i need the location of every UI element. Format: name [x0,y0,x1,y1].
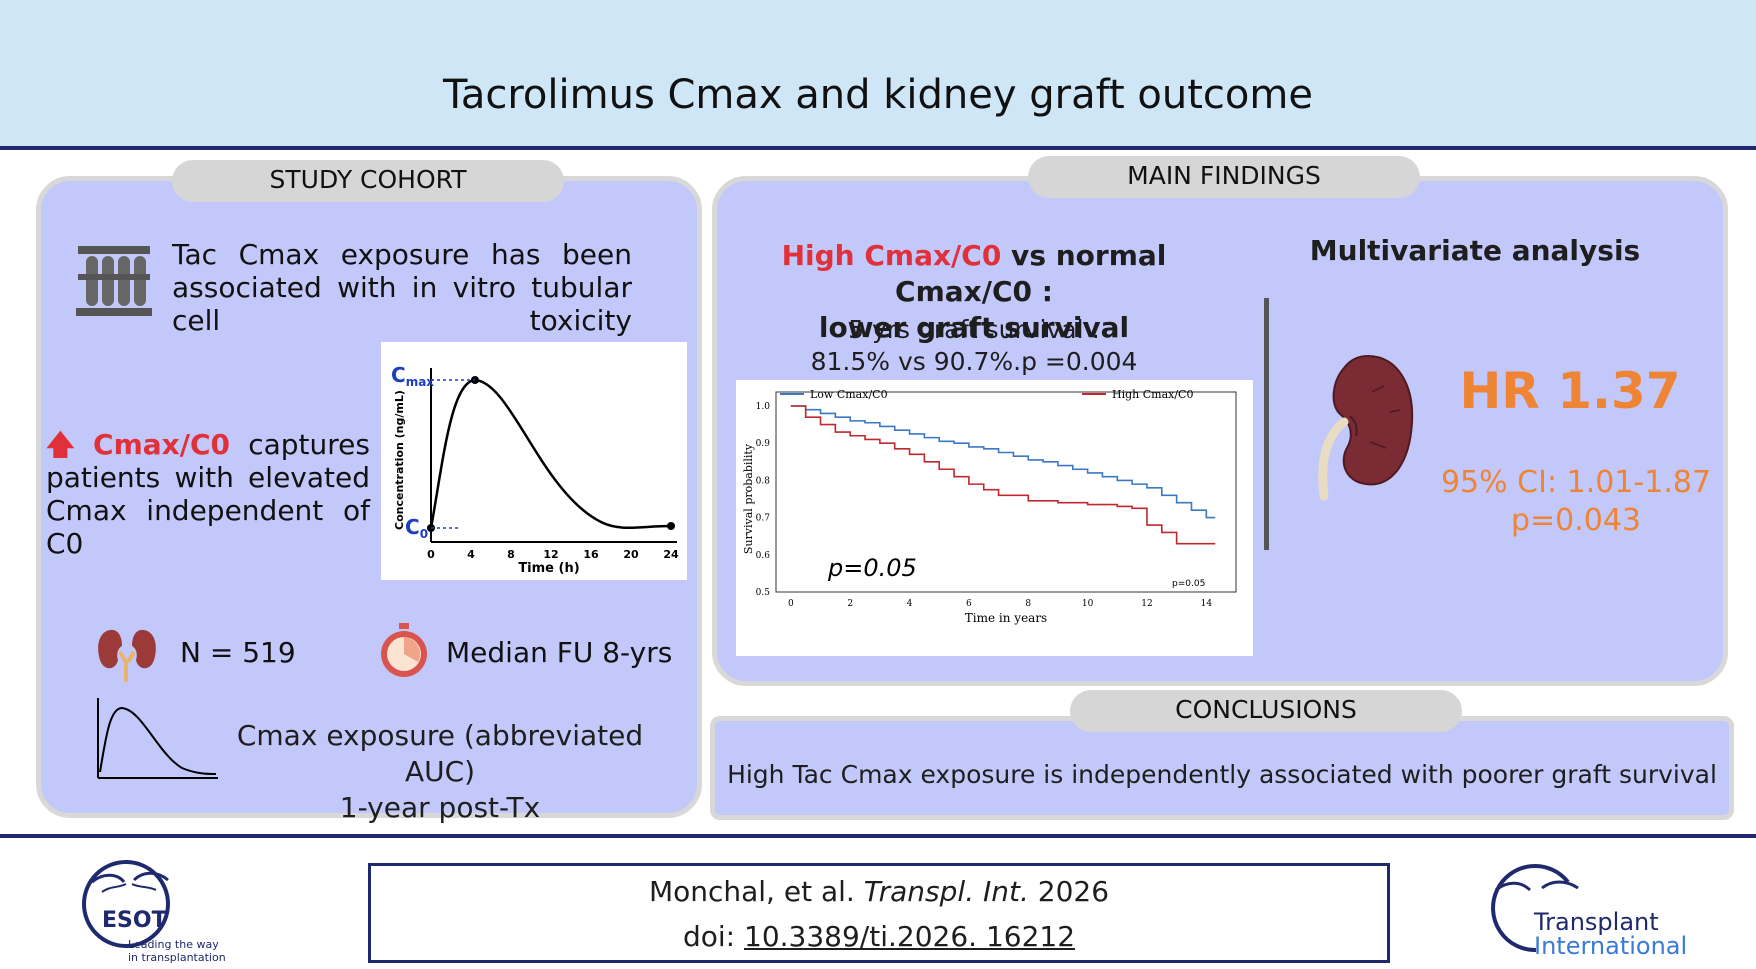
pk-xtick-label: 24 [663,548,679,561]
ratio-term: Cmax/C0 [93,428,230,461]
km-xtick-label: 14 [1201,599,1213,609]
cohort-size: N = 519 [180,636,296,669]
ci-text: 95% CI: 1.01-1.87 [1440,465,1712,500]
km-annotation-large: p=0.05 [827,554,917,582]
esot-tagline: Leading the way in transplantation [128,938,226,964]
heading-line2: lower graft survival [818,311,1130,344]
km-xtick-label: 6 [966,599,972,609]
findings-heading: High Cmax/C0 vs normal Cmax/C0 : lower g… [716,238,1232,346]
survival-line1: 5 yrs graft survival : [848,315,1100,344]
km-annotation-small: p=0.05 [1172,579,1205,589]
doi-link[interactable]: 10.3389/ti.2026. 16212 [744,920,1076,953]
doi-line: doi: 10.3389/ti.2026. 16212 [682,920,1076,953]
stopwatch-icon [381,623,427,677]
citation-box: Monchal, et al. Transpl. Int. 2026 doi: … [368,863,1390,963]
ratio-description: 🡅 Cmax/C0 captures patients with elevate… [46,428,370,560]
ti-logo-text: Transplant International [1534,908,1688,960]
km-series-line [790,405,1216,519]
esot-name: ESOT [102,908,167,933]
confidence-interval: 95% CI: 1.01-1.87 p=0.043 [1426,464,1726,540]
km-legend-label: Low Cmax/C0 [810,388,888,401]
km-xtick-label: 8 [1025,599,1031,609]
km-xtick-label: 4 [907,599,913,609]
heading-rest: vs normal Cmax/C0 : [895,239,1167,308]
pk-xtick-label: 12 [543,548,558,561]
exposure-line-2: 1-year post-Tx [339,791,541,824]
exposure-line-1: Cmax exposure (abbreviated AUC) [236,719,644,788]
kidney-icon [1318,354,1414,501]
km-xtick-label: 10 [1082,599,1094,609]
km-ytick-label: 0.8 [756,476,771,486]
exposure-text: Cmax exposure (abbreviated AUC) 1-year p… [200,718,680,826]
hazard-ratio: HR 1.37 [1459,362,1681,420]
pk-xtick-label: 0 [427,548,435,561]
citation-line: Monchal, et al. Transpl. Int. 2026 [648,875,1110,908]
toxicity-text: Tac Cmax exposure has been associated wi… [172,238,632,337]
heading-red: High Cmax/C0 [781,239,1002,272]
km-ytick-label: 0.5 [756,588,771,598]
km-xtick-label: 2 [847,599,853,609]
km-xtick-label: 12 [1141,599,1152,609]
pk-ylabel: Concentration (ng/mL) [393,390,406,530]
conclusions-text: High Tac Cmax exposure is independently … [727,760,1717,789]
pk-xtick-label: 20 [623,548,639,561]
km-series-line [790,405,1216,545]
footer-rule [0,834,1756,838]
survival-line2: 81.5% vs 90.7%.p =0.004 [810,347,1138,376]
conclusions-label: CONCLUSIONS [1070,690,1462,732]
km-ylabel: Survival probability [742,443,755,554]
auc-curve-icon [97,698,218,779]
main-findings-label: MAIN FINDINGS [1028,156,1420,198]
survival-summary: 5 yrs graft survival : 81.5% vs 90.7%.p … [716,314,1232,378]
up-arrow-icon: 🡅 [46,428,75,461]
test-tubes-icon [76,246,152,316]
kidneys-icon [98,629,156,682]
km-ytick-label: 0.6 [756,551,771,561]
km-ytick-label: 1.0 [756,402,771,412]
km-xtick-label: 0 [788,599,794,609]
p-value-text: p=0.043 [1510,503,1642,538]
pk-c0-label: C0 [405,515,428,541]
km-ytick-label: 0.7 [756,514,771,524]
km-survival-chart: 0.5 0.6 0.7 0.8 0.9 1.0 0 2 4 6 8 10 12 14 Time in yea… [736,380,1253,656]
pk-curve-chart: Cmax C0 Concentration (ng/mL) 0 4 8 12 16 20 2… [381,342,687,580]
km-plot-frame [775,391,1237,593]
multivariate-title: Multivariate analysis [1309,234,1641,267]
pk-xtick-label: 4 [467,548,475,561]
study-cohort-label: STUDY COHORT [172,160,564,202]
page-title: Tacrolimus Cmax and kidney graft outcome [443,72,1313,118]
pk-cmax-label: Cmax [391,363,434,389]
follow-up-text: Median FU 8-yrs [446,636,673,669]
header-banner [0,0,1756,150]
esot-logo [82,860,170,948]
ratio-rest: captures patients with elevated Cmax ind… [46,428,370,560]
km-legend-label: High Cmax/C0 [1112,388,1193,401]
transplant-international-logo [1491,864,1579,952]
pk-xtick-label: 8 [507,548,515,561]
km-ytick-label: 0.9 [756,439,771,449]
pk-xtick-label: 16 [583,548,599,561]
km-xlabel: Time in years [965,611,1047,625]
pk-xlabel: Time (h) [518,561,579,576]
findings-divider [1264,298,1269,550]
pk-xticks: 0 4 8 12 16 20 24 [427,548,679,561]
